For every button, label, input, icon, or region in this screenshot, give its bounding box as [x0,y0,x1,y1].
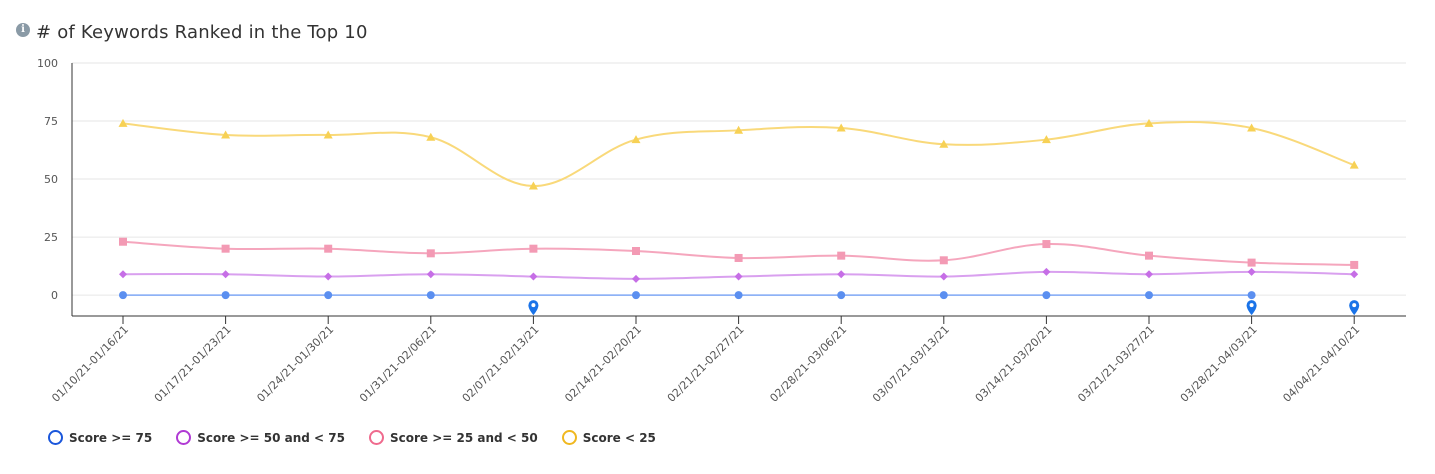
series-triangle [118,118,1359,190]
legend-item-score-75-plus[interactable]: Score >= 75 [48,430,152,445]
chart-title: # of Keywords Ranked in the Top 10 [36,22,368,43]
x-tick-label: 02/21/21-02/27/21 [665,323,747,405]
data-point [221,130,231,139]
data-point [118,118,128,127]
data-point [837,251,846,260]
data-point [1145,270,1153,279]
data-point [939,272,948,281]
legend-swatch [561,430,577,445]
data-point [837,291,846,300]
data-point [1042,291,1051,300]
data-point [632,247,640,256]
legend-label: Score < 25 [582,430,656,445]
y-tick-label: 75 [44,115,58,128]
x-tick-label: 02/28/21-03/06/21 [767,323,849,405]
data-point [119,237,127,246]
x-tick-label: 01/10/21-01/16/21 [49,323,131,405]
data-point [426,291,435,300]
data-point [426,132,436,141]
legend-swatch [48,430,63,445]
data-point [939,256,948,265]
data-point [632,274,640,283]
legend-label: Score >= 50 and < 75 [197,430,345,445]
series-square [119,237,1359,269]
data-point [836,123,846,132]
x-tick-label: 01/24/21-01/30/21 [254,323,336,405]
series-circle [119,291,1256,300]
data-point [1247,267,1256,276]
data-point [1247,291,1256,300]
x-tick-label: 01/31/21-02/06/21 [357,323,439,405]
data-point [1247,123,1257,132]
y-tick-label: 50 [44,173,58,186]
data-point [939,139,949,148]
data-point [1350,260,1359,269]
legend-label: Score >= 75 [69,430,153,445]
data-point [221,270,230,279]
data-point [1350,270,1359,279]
data-point [324,291,333,300]
pin-body [1349,300,1360,316]
y-tick-label: 0 [51,289,58,302]
data-point [837,270,846,279]
x-tick-label: 03/28/21-04/03/21 [1178,323,1260,405]
data-point [426,270,435,279]
series-diamond [119,267,1359,283]
map-pin-icon [1246,300,1257,316]
pin-center [531,303,536,308]
legend-item-score-50-75[interactable]: Score >= 50 and < 75 [176,430,345,445]
x-tick-label: 02/14/21-02/20/21 [562,323,644,405]
data-point [529,244,538,253]
data-point [734,125,744,134]
y-tick-label: 100 [37,57,58,70]
data-point [1042,240,1051,249]
pin-center [1249,303,1254,308]
y-tick-label: 25 [44,231,58,244]
legend-swatch [368,430,384,445]
data-point [1247,258,1256,267]
chart-legend: Score >= 75 Score >= 50 and < 75 Score >… [48,430,680,445]
pin-body [1246,300,1257,316]
data-point [119,270,127,279]
data-point [1144,118,1154,127]
legend-label: Score >= 25 and < 50 [389,430,538,445]
data-point [323,130,333,139]
x-tick-label: 02/07/21-02/13/21 [460,323,542,405]
data-point [529,272,538,281]
data-point [426,249,435,258]
legend-item-score-below-25[interactable]: Score < 25 [561,430,656,445]
data-point [734,272,743,281]
info-icon[interactable]: i [16,22,30,37]
x-tick-label: 04/04/21-04/10/21 [1280,323,1362,405]
x-tick-label: 03/21/21-03/27/21 [1075,323,1157,405]
map-pin-icon [1349,300,1360,316]
legend-item-score-25-50[interactable]: Score >= 25 and < 50 [368,430,538,445]
data-point [324,244,333,253]
pin-center [1352,303,1357,308]
data-point [632,291,640,300]
x-tick-label: 03/07/21-03/13/21 [870,323,952,405]
data-point [1042,267,1051,276]
data-point [119,291,127,300]
data-point [324,272,333,281]
map-pin-icon [528,300,539,316]
pin-body [528,300,539,316]
data-point [939,291,948,300]
data-point [631,135,641,144]
data-point [221,291,230,300]
data-point [734,291,743,300]
data-point [734,253,743,262]
data-point [528,181,538,190]
x-tick-label: 01/17/21-01/23/21 [152,323,234,405]
data-point [1145,251,1153,260]
data-point [1041,135,1051,144]
data-point [1349,160,1359,169]
chart-header: i # of Keywords Ranked in the Top 10 [16,22,368,43]
data-point [221,244,230,253]
data-point [1145,291,1153,300]
x-tick-label: 03/14/21-03/20/21 [973,323,1055,405]
legend-swatch [176,430,192,445]
